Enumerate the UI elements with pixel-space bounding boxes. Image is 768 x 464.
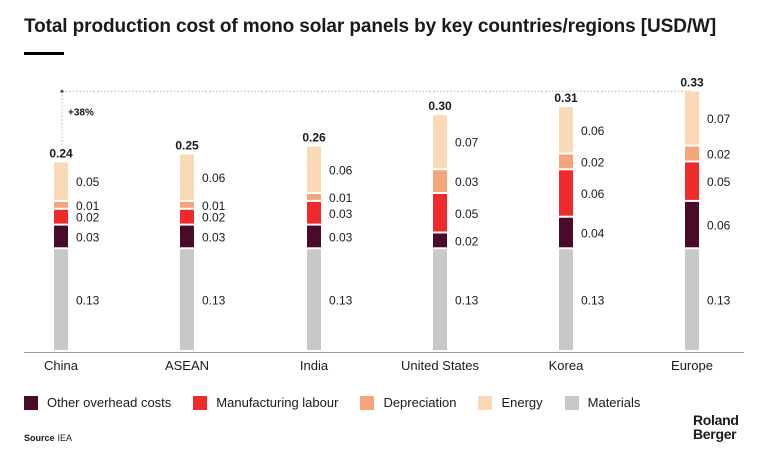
legend: Other overhead costs Manufacturing labou… xyxy=(24,395,640,410)
bar-segment xyxy=(307,146,321,192)
source-note: Source IEA xyxy=(24,433,72,443)
bar-segment xyxy=(54,201,68,208)
total-value-label: 0.30 xyxy=(428,99,452,113)
total-value-label: 0.25 xyxy=(175,139,199,153)
segment-value-label: 0.07 xyxy=(707,112,731,126)
source-text: IEA xyxy=(57,433,73,443)
bar-segment xyxy=(559,154,573,169)
bar-segment xyxy=(180,201,194,208)
bar-segment xyxy=(559,107,573,153)
source-label: Source xyxy=(24,433,55,443)
category-label: China xyxy=(44,358,79,373)
bar-segment xyxy=(54,225,68,248)
bar-segment xyxy=(685,201,699,248)
segment-value-label: 0.05 xyxy=(707,175,731,189)
legend-item-materials: Materials xyxy=(564,395,641,410)
segment-value-label: 0.04 xyxy=(581,227,605,241)
segment-value-label: 0.02 xyxy=(76,211,100,225)
segment-value-label: 0.06 xyxy=(581,124,605,138)
segment-value-label: 0.06 xyxy=(329,163,353,177)
segment-value-label: 0.07 xyxy=(455,136,479,150)
legend-label-energy: Energy xyxy=(501,395,543,410)
legend-label-materials: Materials xyxy=(587,395,641,410)
segment-value-label: 0.05 xyxy=(455,207,479,221)
bar-segment xyxy=(685,249,699,350)
logo-line-2: Berger xyxy=(693,426,737,442)
bar-segment xyxy=(180,249,194,350)
segment-value-label: 0.03 xyxy=(455,175,479,189)
segment-value-label: 0.13 xyxy=(455,294,479,308)
legend-item-manufacturing-labour: Manufacturing labour xyxy=(193,395,338,410)
legend-label-depreciation: Depreciation xyxy=(383,395,457,410)
segment-value-label: 0.13 xyxy=(707,294,731,308)
segment-value-label: 0.02 xyxy=(581,155,605,169)
bar-segment xyxy=(433,170,447,192)
stacked-bar-chart: +38%0.130.030.020.010.050.24China0.130.0… xyxy=(24,75,744,373)
segment-value-label: 0.13 xyxy=(202,294,226,308)
segment-value-label: 0.01 xyxy=(76,199,100,213)
bar-segment xyxy=(685,91,699,145)
bar-segment xyxy=(180,225,194,248)
segment-value-label: 0.02 xyxy=(707,148,731,162)
bar-segment xyxy=(307,201,321,224)
bar-segment xyxy=(54,209,68,224)
segment-value-label: 0.06 xyxy=(202,171,226,185)
bar-segment xyxy=(433,249,447,350)
bar-segment xyxy=(433,115,447,169)
bar-segment xyxy=(307,194,321,200)
bar-segment xyxy=(433,233,447,248)
segment-value-label: 0.06 xyxy=(707,219,731,233)
segment-value-label: 0.03 xyxy=(329,207,353,221)
bar-segment xyxy=(54,162,68,200)
bar-segment xyxy=(307,249,321,350)
chart-title: Total production cost of mono solar pane… xyxy=(24,16,717,37)
total-value-label: 0.31 xyxy=(554,91,578,105)
legend-label-other-overhead: Other overhead costs xyxy=(47,395,172,410)
segment-value-label: 0.03 xyxy=(202,230,226,244)
segment-value-label: 0.02 xyxy=(455,234,479,248)
segment-value-label: 0.06 xyxy=(581,187,605,201)
segment-value-label: 0.01 xyxy=(202,199,226,213)
bar-segment xyxy=(685,162,699,200)
legend-item-energy: Energy xyxy=(478,395,543,410)
segment-value-label: 0.05 xyxy=(76,175,100,189)
legend-swatch-materials xyxy=(564,395,579,410)
legend-item-depreciation: Depreciation xyxy=(360,395,456,410)
bar-segment xyxy=(180,154,194,200)
segment-value-label: 0.13 xyxy=(76,294,100,308)
comparison-line-dot xyxy=(60,89,64,93)
legend-swatch-energy xyxy=(478,395,493,410)
bar-segment xyxy=(54,249,68,350)
category-label: Europe xyxy=(671,358,713,373)
growth-annotation: +38% xyxy=(68,107,94,118)
legend-swatch-depreciation xyxy=(360,395,375,410)
bar-segment xyxy=(433,194,447,232)
legend-swatch-manufacturing-labour xyxy=(193,395,208,410)
segment-value-label: 0.13 xyxy=(329,294,353,308)
category-label: ASEAN xyxy=(165,358,209,373)
segment-value-label: 0.02 xyxy=(202,211,226,225)
title-underline xyxy=(24,52,64,55)
total-value-label: 0.26 xyxy=(302,131,326,145)
legend-swatch-other-overhead xyxy=(24,395,38,410)
bar-segment xyxy=(180,209,194,224)
bar-segment xyxy=(559,170,573,216)
segment-value-label: 0.03 xyxy=(76,230,100,244)
logo-line-1: Roland xyxy=(693,412,739,428)
category-label: United States xyxy=(401,358,480,373)
total-value-label: 0.24 xyxy=(49,146,73,160)
legend-label-manufacturing-labour: Manufacturing labour xyxy=(216,395,339,410)
bar-segment xyxy=(559,217,573,248)
roland-berger-logo: Roland Berger xyxy=(693,413,739,441)
category-label: India xyxy=(300,358,329,373)
bar-segment xyxy=(685,146,699,161)
bar-segment xyxy=(307,225,321,248)
bar-segment xyxy=(559,249,573,350)
category-label: Korea xyxy=(549,358,584,373)
segment-value-label: 0.13 xyxy=(581,294,605,308)
segment-value-label: 0.03 xyxy=(329,230,353,244)
legend-item-other-overhead: Other overhead costs xyxy=(24,395,171,410)
segment-value-label: 0.01 xyxy=(329,191,353,205)
total-value-label: 0.33 xyxy=(680,75,704,89)
